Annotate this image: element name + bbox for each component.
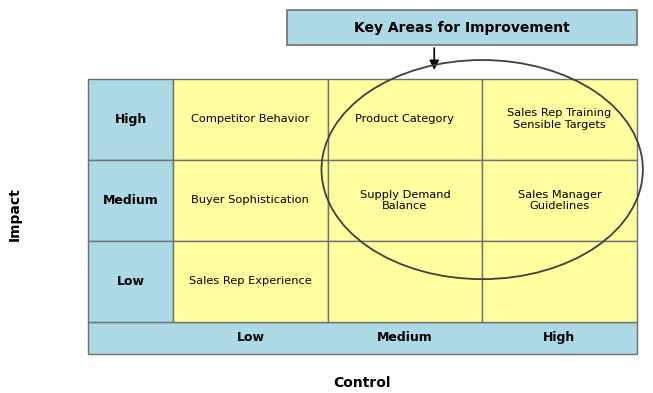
Bar	[328, 160, 482, 241]
Bar	[173, 79, 328, 160]
Text: Medium: Medium	[377, 331, 433, 344]
Text: Low: Low	[236, 331, 264, 344]
Bar	[328, 79, 482, 160]
Bar	[328, 241, 482, 322]
Bar	[88, 160, 173, 241]
Bar	[482, 160, 637, 241]
Bar	[287, 10, 637, 45]
Text: High: High	[114, 113, 147, 126]
Bar	[482, 79, 637, 160]
Bar	[173, 160, 328, 241]
Text: Sales Rep Experience: Sales Rep Experience	[189, 277, 311, 286]
Text: Low: Low	[117, 275, 145, 288]
Bar	[88, 79, 173, 160]
Bar	[482, 241, 637, 322]
Bar	[88, 322, 637, 354]
Text: Buyer Sophistication: Buyer Sophistication	[191, 195, 310, 205]
Text: Medium: Medium	[103, 194, 159, 207]
Bar	[88, 241, 173, 322]
Text: Competitor Behavior: Competitor Behavior	[191, 114, 310, 124]
Text: Control: Control	[334, 376, 391, 390]
Text: Impact: Impact	[7, 187, 22, 241]
Text: High: High	[543, 331, 575, 344]
Bar	[173, 241, 328, 322]
Text: Product Category: Product Category	[355, 114, 454, 124]
Text: Sales Manager
Guidelines: Sales Manager Guidelines	[518, 189, 601, 211]
Text: Supply Demand
Balance: Supply Demand Balance	[360, 189, 451, 211]
Text: Key Areas for Improvement: Key Areas for Improvement	[354, 20, 570, 35]
Text: Sales Rep Training
Sensible Targets: Sales Rep Training Sensible Targets	[507, 108, 612, 130]
